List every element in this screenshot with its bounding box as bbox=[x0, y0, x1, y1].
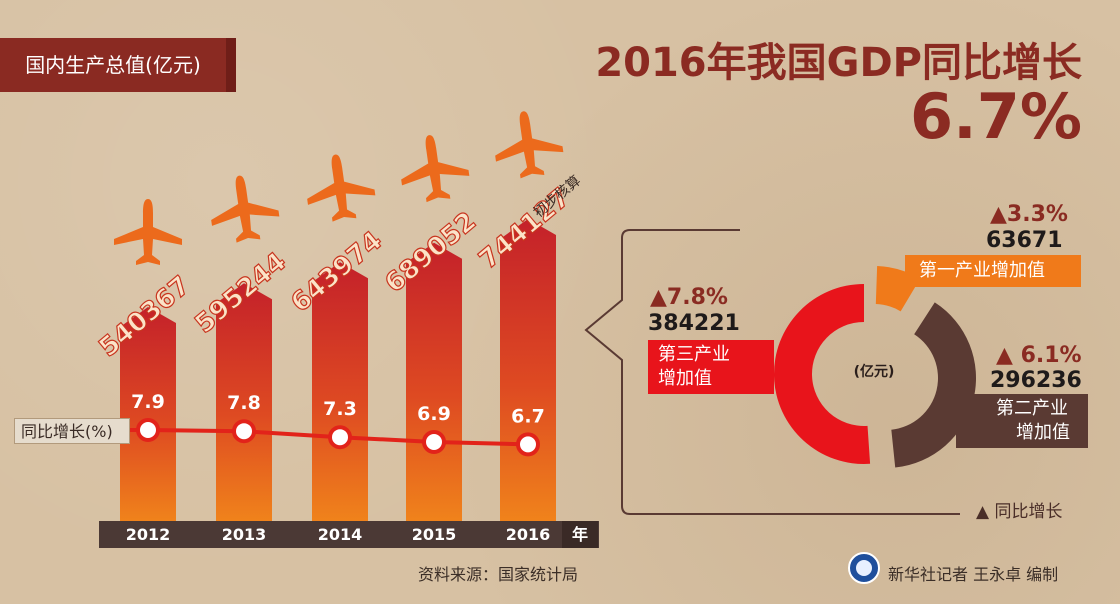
tertiary-yoy: ▲7.8% bbox=[650, 285, 728, 310]
airplane-icon bbox=[401, 135, 470, 203]
airplane-icon bbox=[211, 175, 280, 243]
donut-slice-secondary bbox=[891, 302, 976, 468]
tertiary-label-line2: 增加值 bbox=[658, 368, 712, 389]
yoy-value-label: 7.9 bbox=[131, 391, 165, 413]
gdp-bar-2016 bbox=[500, 219, 556, 522]
primary-yoy: ▲3.3% bbox=[990, 202, 1068, 227]
yoy-value-label: 7.3 bbox=[323, 398, 357, 420]
x-tick-label: 2012 bbox=[125, 525, 171, 544]
yoy-axis-tag: 同比增长(%) bbox=[14, 418, 130, 444]
data-source: 资料来源：国家统计局 bbox=[418, 565, 579, 584]
x-tick-label: 2016 bbox=[505, 525, 551, 544]
yoy-value-label: 6.7 bbox=[511, 405, 545, 427]
secondary-label-line1: 第二产业 bbox=[996, 398, 1068, 419]
yoy-value-label: 6.9 bbox=[417, 403, 451, 425]
gdp-unit-tag: 国内生产总值(亿元) bbox=[0, 38, 236, 92]
x-tick-label: 2013 bbox=[221, 525, 267, 544]
primary-value: 63671 bbox=[986, 228, 1063, 253]
donut-center-label: (亿元) bbox=[854, 363, 895, 380]
x-tick-label: 2014 bbox=[317, 525, 363, 544]
airplane-icon bbox=[114, 199, 182, 265]
secondary-value: 296236 bbox=[990, 368, 1082, 393]
secondary-yoy: ▲ 6.1% bbox=[996, 343, 1082, 368]
tag-edge bbox=[226, 38, 236, 92]
donut-slice-tertiary bbox=[774, 284, 871, 464]
gdp-bar-2013 bbox=[216, 283, 272, 522]
yoy-legend: ▲ 同比增长 bbox=[976, 502, 1063, 522]
secondary-label-line2: 增加值 bbox=[1016, 422, 1070, 443]
yoy-point-2013 bbox=[232, 419, 256, 444]
gdp-unit-label: 国内生产总值(亿元) bbox=[25, 53, 201, 77]
primary-label: 第一产业增加值 bbox=[919, 260, 1045, 281]
airplane-icon bbox=[307, 154, 376, 222]
page-title: 2016年我国GDP同比增长 bbox=[595, 40, 1082, 86]
gdp-bar-2014 bbox=[312, 262, 368, 522]
xinhua-logo bbox=[848, 552, 880, 584]
tertiary-label-box: 第三产业 增加值 bbox=[648, 340, 774, 394]
x-tick-label: 2015 bbox=[411, 525, 457, 544]
primary-label-box: 第一产业增加值 bbox=[905, 255, 1081, 287]
yoy-point-2016 bbox=[516, 432, 540, 457]
airplane-icon bbox=[495, 111, 564, 179]
gdp-bar-2012 bbox=[120, 307, 176, 522]
gdp-bar-2015 bbox=[406, 242, 462, 522]
tertiary-value: 384221 bbox=[648, 311, 740, 336]
author-credit: 新华社记者 王永卓 编制 bbox=[888, 565, 1059, 584]
yoy-point-2014 bbox=[328, 425, 352, 450]
tertiary-label-line1: 第三产业 bbox=[658, 344, 730, 365]
yoy-point-2015 bbox=[422, 430, 446, 454]
yoy-value-label: 7.8 bbox=[227, 392, 261, 414]
x-axis-band bbox=[99, 521, 599, 548]
secondary-label-box: 第二产业 增加值 bbox=[956, 394, 1088, 448]
x-axis-unit: 年 bbox=[562, 521, 598, 548]
headline-growth: 6.7% bbox=[910, 80, 1082, 153]
yoy-point-2012 bbox=[136, 418, 160, 442]
